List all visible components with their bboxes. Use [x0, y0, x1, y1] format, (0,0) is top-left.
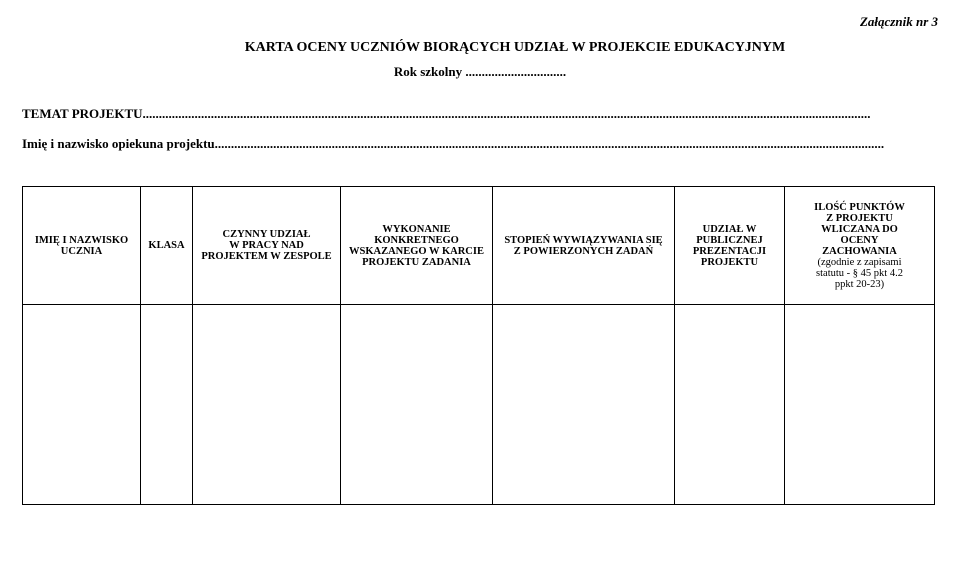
cell-active: [193, 305, 341, 505]
table-row: [23, 305, 935, 505]
page-title: KARTA OCENY UCZNIÓW BIORĄCYCH UDZIAŁ W P…: [92, 40, 938, 56]
table-header-row: IMIĘ I NAZWISKO UCZNIA KLASA CZYNNY UDZI…: [23, 187, 935, 305]
cell-task: [341, 305, 493, 505]
col-header-degree-text: STOPIEŃ WYWIĄZYWANIA SIĘZ POWIERZONYCH Z…: [504, 235, 662, 257]
col-header-degree: STOPIEŃ WYWIĄZYWANIA SIĘZ POWIERZONYCH Z…: [493, 187, 675, 305]
evaluation-table: IMIĘ I NAZWISKO UCZNIA KLASA CZYNNY UDZI…: [22, 186, 935, 505]
col-header-active: CZYNNY UDZIAŁW PRACY NADPROJEKTEM W ZESP…: [193, 187, 341, 305]
col-header-task: WYKONANIEKONKRETNEGOWSKAZANEGO W KARCIEP…: [341, 187, 493, 305]
col-header-class: KLASA: [141, 187, 193, 305]
topic-line: TEMAT PROJEKTU..........................…: [22, 106, 938, 122]
attachment-label: Załącznik nr 3: [22, 14, 938, 30]
col-header-points-top: ILOŚĆ PUNKTÓWZ PROJEKTUWLICZANA DOOCENYZ…: [814, 202, 905, 257]
cell-points: [785, 305, 935, 505]
col-header-pres: UDZIAŁ WPUBLICZNEJPREZENTACJIPROJEKTU: [675, 187, 785, 305]
col-header-active-text: CZYNNY UDZIAŁW PRACY NADPROJEKTEM W ZESP…: [201, 229, 331, 262]
col-header-task-text: WYKONANIEKONKRETNEGOWSKAZANEGO W KARCIEP…: [349, 224, 484, 268]
cell-pres: [675, 305, 785, 505]
cell-name: [23, 305, 141, 505]
cell-degree: [493, 305, 675, 505]
col-header-points-note: (zgodnie z zapisamistatutu - § 45 pkt 4.…: [816, 257, 903, 290]
col-header-pres-text: UDZIAŁ WPUBLICZNEJPREZENTACJIPROJEKTU: [693, 224, 766, 268]
school-year-line: Rok szkolny ............................…: [22, 64, 938, 80]
col-header-name: IMIĘ I NAZWISKO UCZNIA: [23, 187, 141, 305]
supervisor-line: Imię i nazwisko opiekuna projektu.......…: [22, 136, 938, 152]
col-header-points: ILOŚĆ PUNKTÓWZ PROJEKTUWLICZANA DOOCENYZ…: [785, 187, 935, 305]
cell-class: [141, 305, 193, 505]
